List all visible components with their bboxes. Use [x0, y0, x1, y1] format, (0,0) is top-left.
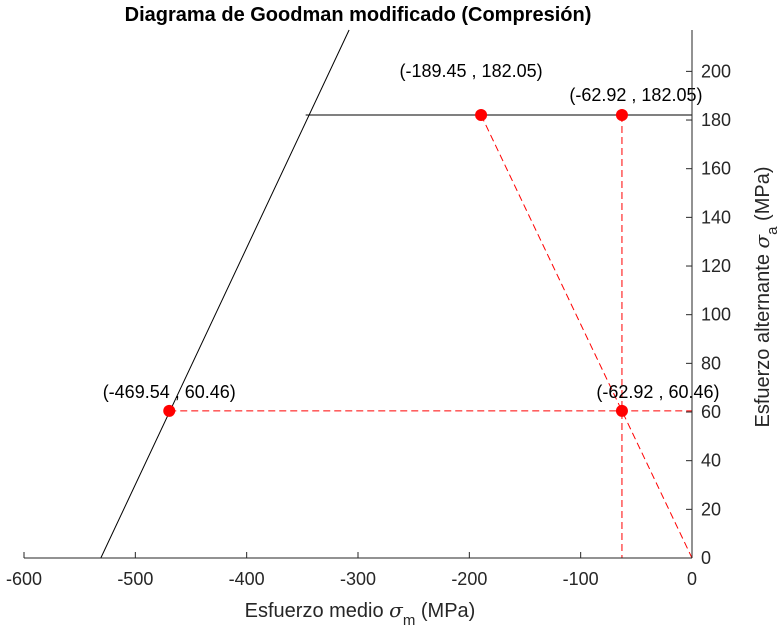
chart-title: Diagrama de Goodman modificado (Compresi… [125, 4, 592, 26]
y-tick-label: 40 [701, 451, 721, 471]
x-tick-label: -500 [117, 569, 153, 589]
x-tick-label: -200 [451, 569, 487, 589]
y-axis-label: Esfuerzo alternante σa (MPa) [750, 167, 781, 428]
axes [24, 30, 693, 559]
data-point [615, 404, 628, 417]
y-tick-label: 140 [701, 207, 731, 227]
x-axis-label: Esfuerzo medio σm (MPa) [245, 598, 476, 629]
y-tick-label: 0 [701, 548, 711, 568]
y-tick-label: 80 [701, 353, 721, 373]
y-tick-label: 200 [701, 61, 731, 81]
chart-points: (-189.45 , 182.05) (-62.92 , 182.05) (-469… [103, 61, 719, 417]
point-label: (-469.54 , 60.46) [103, 382, 236, 402]
y-tick-label: 20 [701, 499, 721, 519]
point-label: (-62.92 , 182.05) [569, 85, 702, 105]
y-tick-label: 120 [701, 256, 731, 276]
y-tick-label: 180 [701, 110, 731, 130]
y-tick-label: 100 [701, 305, 731, 325]
point-label: (-62.92 , 60.46) [596, 382, 719, 402]
data-point [163, 404, 176, 417]
data-point [475, 109, 488, 122]
y-tick-label: 60 [701, 402, 721, 422]
data-point [615, 109, 628, 122]
y-tick-label: 160 [701, 159, 731, 179]
x-tick-label: -100 [563, 569, 599, 589]
load-line [480, 114, 693, 559]
x-tick-label: 0 [687, 569, 697, 589]
point-label: (-189.45 , 182.05) [400, 61, 543, 81]
x-tick-label: -300 [340, 569, 376, 589]
chart-lines [100, 29, 693, 559]
axis-ticks: -600 -500 -400 -300 -200 -100 00 20 40 60 80 100 120… [6, 61, 731, 589]
envelope-diagonal [100, 29, 350, 559]
x-tick-label: -600 [6, 569, 42, 589]
x-tick-label: -400 [229, 569, 265, 589]
